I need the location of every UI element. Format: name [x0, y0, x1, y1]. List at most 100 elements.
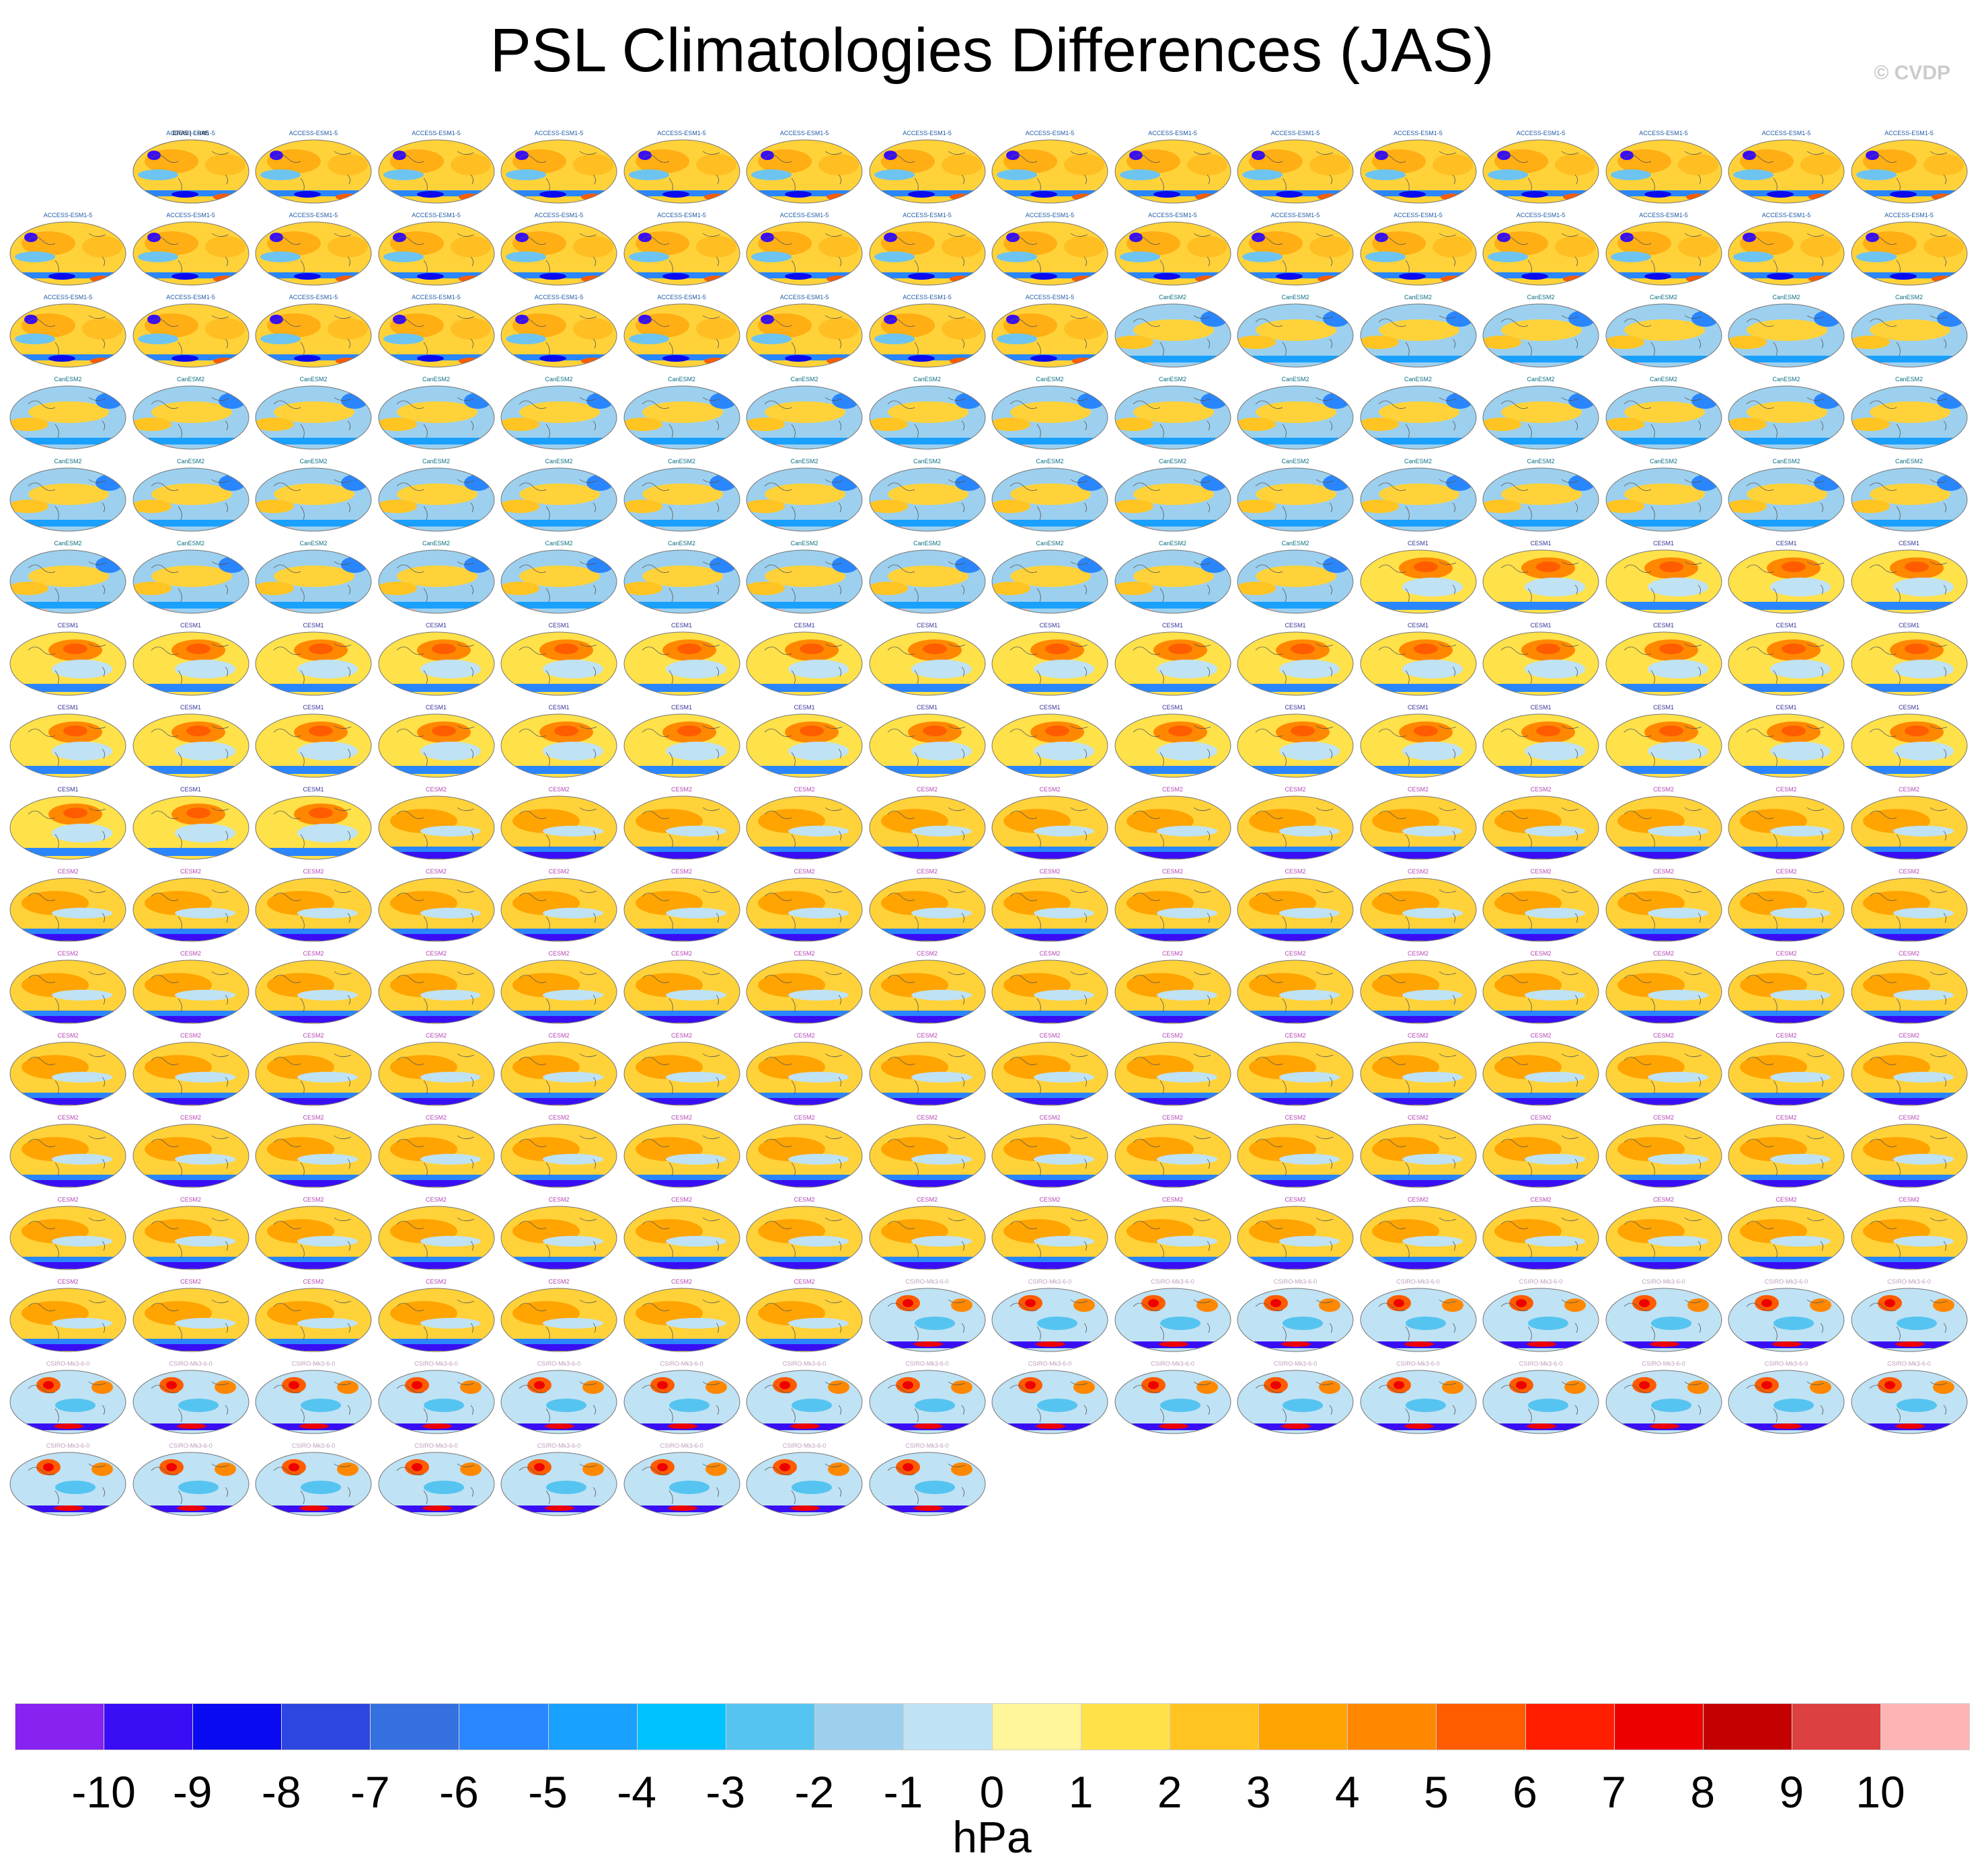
- map-panel: CESM2: [990, 1114, 1110, 1189]
- map-panel-image: [746, 795, 863, 860]
- map-panel-image: [255, 1288, 372, 1352]
- map-panel-image: [623, 1206, 740, 1270]
- map-panel-image: [1360, 1370, 1476, 1434]
- map-panel: CESM1: [8, 786, 128, 861]
- map-panel-image: [1851, 303, 1967, 368]
- map-panel-label: CESM2: [1530, 786, 1552, 793]
- map-panel: CESM2: [1849, 1196, 1969, 1272]
- map-panel-label: CESM1: [916, 622, 938, 629]
- map-panel-label: CSIRO-Mk3-6-0: [905, 1360, 949, 1367]
- map-panel-image: [1360, 549, 1476, 614]
- map-panel: CESM2: [254, 1278, 373, 1354]
- map-panel-image: [255, 1206, 372, 1270]
- map-panel: CESM1: [990, 704, 1110, 779]
- colorbar-box: [1258, 1703, 1348, 1750]
- map-panel-image: [746, 631, 863, 696]
- map-panel-image: [869, 221, 985, 286]
- map-panel-image: [869, 1452, 985, 1516]
- map-panel-label: CanESM2: [1158, 294, 1187, 301]
- map-panel-label: CESM2: [303, 1196, 324, 1203]
- map-panel-image: [869, 467, 985, 532]
- map-panel-label: CESM2: [671, 1278, 692, 1285]
- map-panel-image: [1482, 1370, 1599, 1434]
- map-panel: CESM1: [1481, 540, 1601, 615]
- map-panel-label: CanESM2: [1772, 376, 1800, 383]
- map-panel-image: [1728, 549, 1845, 614]
- map-panel-label: CESM2: [1652, 1196, 1674, 1203]
- map-panel-image: [746, 1042, 863, 1106]
- map-panel-image: [255, 1042, 372, 1106]
- map-panel: CESM2: [622, 1114, 742, 1189]
- map-panel: CESM2: [377, 1278, 496, 1354]
- map-panel-label: CanESM2: [1772, 458, 1800, 465]
- map-panel-image: [1605, 631, 1722, 696]
- map-panel-image: [1237, 877, 1354, 942]
- map-panel-label: CESM2: [671, 786, 692, 793]
- map-panel: CanESM2: [1481, 458, 1601, 533]
- map-panel-label: CESM2: [57, 1114, 79, 1121]
- map-panel-label: CanESM2: [299, 540, 328, 547]
- map-panel-image: [132, 960, 249, 1024]
- map-panel-image: [378, 385, 494, 450]
- map-panel: CanESM2: [1359, 458, 1478, 533]
- map-panel-image: [1482, 960, 1599, 1024]
- map-panel: ACCESS-ESM1-5: [868, 130, 987, 205]
- map-panel: CESM1: [131, 786, 251, 861]
- map-panel-image: [132, 1452, 249, 1516]
- map-panel: CESM2: [499, 1196, 619, 1272]
- map-panel-image: [991, 713, 1108, 778]
- map-panel-image: [623, 631, 740, 696]
- map-panel: CESM2: [254, 868, 373, 943]
- map-panel-label: CSIRO-Mk3-6-0: [1273, 1278, 1318, 1285]
- map-panel: CSIRO-Mk3-6-0: [377, 1360, 496, 1436]
- map-panel-label: CESM1: [1161, 704, 1183, 711]
- map-panel: CanESM2: [1849, 294, 1969, 369]
- map-panel: CanESM2: [868, 458, 987, 533]
- map-panel-image: [1114, 139, 1231, 204]
- map-panel: CESM2: [254, 950, 373, 1025]
- map-panel: ACCESS-ESM1-5: [868, 212, 987, 287]
- map-panel-image: [9, 303, 126, 368]
- map-panel: CESM2: [745, 786, 864, 861]
- map-panel: CESM2: [1604, 1196, 1724, 1272]
- colorbar-tick-label: 3: [1246, 1767, 1271, 1817]
- map-panel: CESM2: [1726, 1032, 1846, 1107]
- map-panel-image: [1728, 631, 1845, 696]
- map-panel-label: CESM1: [57, 704, 79, 711]
- map-panel-image: [1114, 713, 1231, 778]
- map-panel: CESM2: [1726, 950, 1846, 1025]
- map-panel: CESM1: [745, 622, 864, 697]
- map-panel: CESM2: [622, 1278, 742, 1354]
- map-panel-label: CESM1: [1776, 704, 1797, 711]
- map-panel-image: [1728, 1124, 1845, 1188]
- map-panel-image: [1360, 713, 1476, 778]
- map-panel-image: [378, 795, 494, 860]
- map-panel-label: CESM1: [1407, 540, 1428, 547]
- map-panel-image: [746, 303, 863, 368]
- map-panel-image: [1114, 221, 1231, 286]
- map-panel-image: [869, 631, 985, 696]
- map-panel: CanESM2: [1235, 376, 1355, 451]
- map-panel: CESM2: [745, 1278, 864, 1354]
- map-panel: CESM2: [377, 786, 496, 861]
- map-panel: CESM2: [1481, 1032, 1601, 1107]
- map-panel-label: CSIRO-Mk3-6-0: [1028, 1278, 1072, 1285]
- map-panel-label: CESM2: [180, 950, 201, 957]
- map-panel-label: CanESM2: [1772, 294, 1800, 301]
- map-panel: ACCESS-ESM1-5: [377, 212, 496, 287]
- map-panel-label: ACCESS-ESM1-5: [1025, 294, 1075, 301]
- map-panel-label: CSIRO-Mk3-6-0: [1519, 1360, 1563, 1367]
- map-panel: CanESM2: [1726, 294, 1846, 369]
- map-panel-image: [991, 877, 1108, 942]
- map-panel-image: [1114, 1124, 1231, 1188]
- map-panel: CESM2: [868, 1032, 987, 1107]
- map-panel-label: CSIRO-Mk3-6-0: [1887, 1360, 1931, 1367]
- map-panel-image: [255, 549, 372, 614]
- map-panel: CanESM2: [1726, 458, 1846, 533]
- map-panel: ACCESS-ESM1-5: [8, 294, 128, 369]
- map-panel: CESM2: [745, 950, 864, 1025]
- map-panel-image: [378, 1042, 494, 1106]
- map-panel-label: CSIRO-Mk3-6-0: [1273, 1360, 1318, 1367]
- map-panel-label: ACCESS-ESM1-5: [412, 294, 461, 301]
- map-panel-image: [869, 713, 985, 778]
